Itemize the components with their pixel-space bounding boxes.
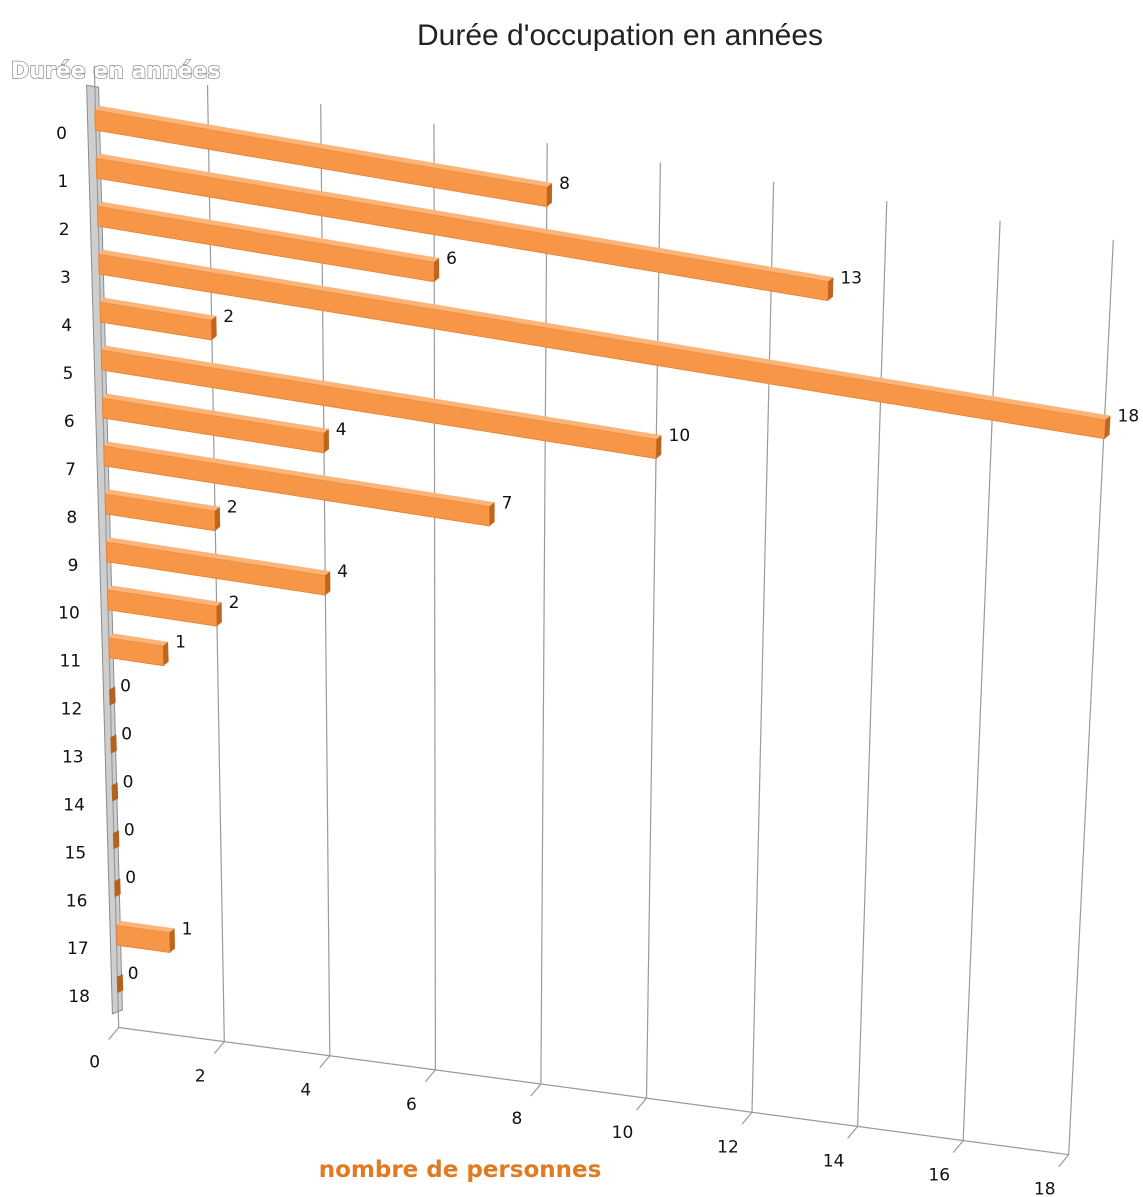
bar (105, 537, 331, 596)
x-tick-label: 12 (717, 1137, 739, 1157)
y-axis-title: Durée en années (11, 59, 221, 84)
y-category-label: 3 (60, 268, 71, 288)
data-label: 10 (669, 426, 691, 446)
bar (108, 633, 169, 667)
gridline-foot (424, 1069, 436, 1083)
y-category-label: 5 (63, 364, 74, 384)
bar (116, 974, 124, 994)
y-category-label: 1 (57, 172, 68, 192)
y-category-label: 15 (65, 843, 87, 863)
data-label: 18 (1118, 407, 1140, 427)
data-label: 0 (128, 964, 139, 984)
bar (107, 585, 222, 627)
gridline-foot (1058, 1154, 1070, 1168)
bar (95, 153, 834, 302)
y-category-label: 12 (61, 700, 83, 720)
bar (94, 105, 553, 208)
bar (96, 201, 440, 283)
x-tick-label: 14 (823, 1151, 845, 1171)
y-category-label: 10 (58, 604, 80, 624)
gridline (540, 143, 548, 1085)
gridline (962, 220, 1001, 1141)
data-label: 2 (229, 593, 240, 613)
bar (111, 782, 119, 802)
gridline-foot (636, 1097, 647, 1111)
x-axis-title: nombre de personnes (319, 1157, 602, 1183)
bar (100, 345, 662, 460)
data-label: 0 (125, 868, 136, 888)
x-tick-label: 4 (300, 1081, 311, 1101)
gridline-foot (213, 1041, 225, 1054)
data-label: 1 (182, 919, 193, 939)
data-label: 13 (840, 268, 862, 288)
x-tick-label: 0 (89, 1053, 100, 1073)
gridline (1068, 239, 1114, 1155)
y-category-label: 0 (56, 124, 67, 144)
bar (98, 249, 1111, 440)
data-label: 8 (559, 174, 570, 194)
gridline (751, 181, 775, 1113)
bar (112, 830, 120, 850)
data-label: 0 (121, 724, 132, 744)
x-tick-label: 18 (1034, 1180, 1056, 1197)
x-tick-label: 16 (928, 1166, 950, 1186)
bar (116, 921, 175, 953)
bar (109, 686, 116, 706)
data-label: 7 (502, 493, 513, 513)
data-label: 0 (124, 820, 135, 840)
gridline-foot (847, 1126, 859, 1139)
y-category-label: 14 (63, 795, 85, 815)
x-tick-label: 10 (612, 1123, 634, 1143)
y-category-label: 17 (67, 939, 89, 959)
bar (99, 297, 217, 341)
data-label: 0 (120, 677, 131, 697)
y-category-label: 9 (68, 556, 79, 576)
x-tick-label: 6 (406, 1095, 417, 1115)
gridline (645, 162, 661, 1099)
data-label: 2 (223, 307, 234, 327)
floor-edge (118, 1026, 1069, 1156)
y-category-label: 11 (59, 652, 81, 672)
x-axis-ticks: 0 2 4 6 8 10 12 14 16 18 (89, 1053, 1055, 1197)
x-tick-label: 2 (195, 1067, 206, 1087)
y-category-label: 6 (64, 412, 75, 432)
y-category-label: 2 (59, 220, 70, 240)
gridline-foot (319, 1055, 331, 1069)
data-label: 2 (227, 498, 238, 518)
data-label: 4 (337, 562, 348, 582)
y-category-label: 4 (61, 316, 72, 336)
bar (103, 441, 495, 527)
data-label: 4 (336, 420, 347, 440)
gridline-foot (741, 1111, 753, 1125)
y-category-label: 13 (62, 748, 84, 768)
data-label: 0 (123, 772, 134, 792)
bars (94, 105, 1111, 994)
gridline-foot (530, 1083, 542, 1097)
data-label: 1 (175, 633, 186, 653)
gridline-foot (108, 1027, 120, 1040)
bar (104, 489, 221, 532)
y-category-label: 7 (65, 460, 76, 480)
x-tick-label: 8 (511, 1109, 522, 1129)
y-category-label: 8 (66, 508, 77, 528)
bar (114, 878, 121, 898)
y-category-label: 16 (66, 891, 88, 911)
data-label: 6 (446, 249, 457, 269)
y-category-label: 18 (68, 987, 90, 1007)
gridline (857, 201, 888, 1127)
gridline-foot (952, 1140, 964, 1153)
bar (110, 734, 117, 754)
bar (101, 393, 329, 454)
chart-title: Durée d'occupation en années (417, 19, 823, 52)
